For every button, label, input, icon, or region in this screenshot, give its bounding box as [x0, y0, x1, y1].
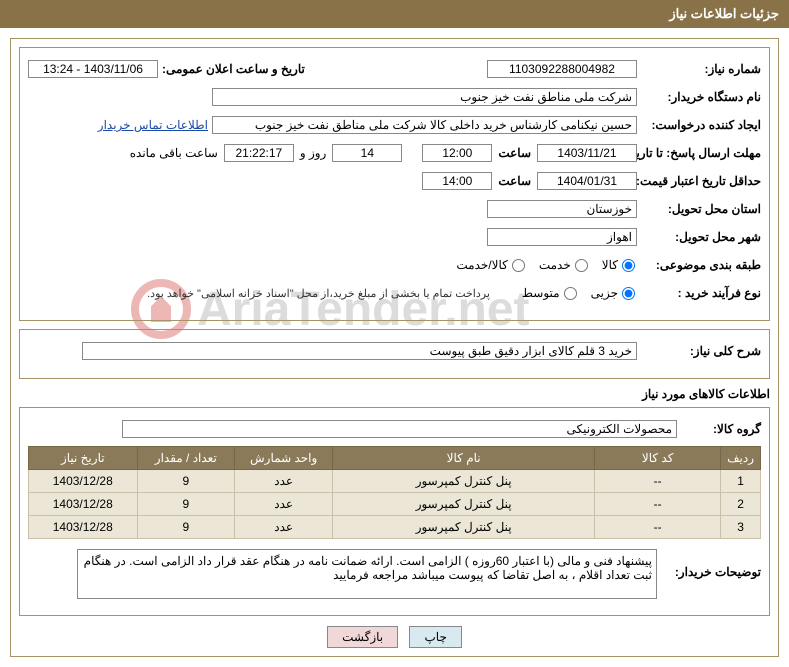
col-name: نام کالا: [333, 447, 595, 470]
table-row: 2--پنل کنترل کمپرسورعدد91403/12/28: [29, 493, 761, 516]
page-title-bar: جزئیات اطلاعات نیاز: [0, 0, 789, 28]
page-title: جزئیات اطلاعات نیاز: [669, 6, 779, 21]
goods-group-label: گروه کالا:: [681, 422, 761, 436]
table-cell: 3: [721, 516, 761, 539]
col-unit: واحد شمارش: [235, 447, 333, 470]
table-cell: 2: [721, 493, 761, 516]
delivery-city-label: شهر محل تحویل:: [641, 230, 761, 244]
days-suffix: روز و: [300, 146, 327, 160]
classification-good-radio[interactable]: [622, 259, 635, 272]
print-button[interactable]: چاپ: [409, 626, 461, 648]
table-cell: عدد: [235, 493, 333, 516]
buy-type-partial-label: جزیی: [591, 286, 618, 300]
col-date: تاریخ نیاز: [29, 447, 138, 470]
delivery-province-label: استان محل تحویل:: [641, 202, 761, 216]
col-code: کد کالا: [595, 447, 721, 470]
button-row: چاپ بازگشت: [19, 626, 770, 648]
announce-datetime-value: 1403/11/06 - 13:24: [28, 60, 158, 78]
table-cell: 1403/12/28: [29, 493, 138, 516]
response-time-label: ساعت: [498, 146, 531, 160]
classification-both-radio[interactable]: [512, 259, 525, 272]
goods-section-title: اطلاعات کالاهای مورد نیاز: [19, 387, 770, 401]
back-button[interactable]: بازگشت: [327, 626, 398, 648]
buy-type-medium-radio[interactable]: [564, 287, 577, 300]
buy-type-partial-radio[interactable]: [622, 287, 635, 300]
announce-datetime-label: تاریخ و ساعت اعلان عمومی:: [162, 62, 305, 76]
table-cell: 9: [137, 470, 235, 493]
response-deadline-label: مهلت ارسال پاسخ: تا تاریخ:: [641, 146, 761, 160]
requester-label: ایجاد کننده درخواست:: [641, 118, 761, 132]
col-row: ردیف: [721, 447, 761, 470]
description-value: خرید 3 قلم کالای ابزار دقیق طبق پیوست: [82, 342, 637, 360]
table-cell: 1403/12/28: [29, 516, 138, 539]
table-cell: 1403/12/28: [29, 470, 138, 493]
main-container: AriaTender.net شماره نیاز: 1103092288004…: [10, 38, 779, 657]
table-cell: --: [595, 493, 721, 516]
contact-buyer-link[interactable]: اطلاعات تماس خریدار: [98, 118, 208, 132]
countdown: 21:22:17: [224, 144, 294, 162]
table-cell: --: [595, 516, 721, 539]
delivery-city-value: اهواز: [487, 228, 637, 246]
classification-service-label: خدمت: [539, 258, 571, 272]
days-remaining: 14: [332, 144, 402, 162]
delivery-province-value: خوزستان: [487, 200, 637, 218]
goods-section: گروه کالا: محصولات الکترونیکی ردیف کد کا…: [19, 407, 770, 616]
table-cell: 9: [137, 493, 235, 516]
form-section: شماره نیاز: 1103092288004982 تاریخ و ساع…: [19, 47, 770, 321]
response-deadline-date: 1403/11/21: [537, 144, 637, 162]
goods-table: ردیف کد کالا نام کالا واحد شمارش تعداد /…: [28, 446, 761, 539]
price-validity-time-label: ساعت: [498, 174, 531, 188]
goods-group-value: محصولات الکترونیکی: [122, 420, 677, 438]
table-cell: پنل کنترل کمپرسور: [333, 470, 595, 493]
price-validity-date: 1404/01/31: [537, 172, 637, 190]
table-cell: --: [595, 470, 721, 493]
price-validity-label: حداقل تاریخ اعتبار قیمت: تا تاریخ:: [641, 174, 761, 188]
need-number-value: 1103092288004982: [487, 60, 637, 78]
buyer-org-label: نام دستگاه خریدار:: [641, 90, 761, 104]
buy-type-medium-label: متوسط: [522, 286, 560, 300]
table-row: 3--پنل کنترل کمپرسورعدد91403/12/28: [29, 516, 761, 539]
buy-type-note: پرداخت تمام یا بخشی از مبلغ خرید،از محل …: [147, 287, 490, 300]
classification-both-label: کالا/خدمت: [456, 258, 507, 272]
description-label: شرح کلی نیاز:: [641, 344, 761, 358]
table-cell: 1: [721, 470, 761, 493]
table-cell: عدد: [235, 470, 333, 493]
remaining-suffix: ساعت باقی مانده: [130, 146, 218, 160]
table-cell: پنل کنترل کمپرسور: [333, 493, 595, 516]
col-qty: تعداد / مقدار: [137, 447, 235, 470]
table-header-row: ردیف کد کالا نام کالا واحد شمارش تعداد /…: [29, 447, 761, 470]
classification-service-radio[interactable]: [575, 259, 588, 272]
buyer-org-value: شرکت ملی مناطق نفت خیز جنوب: [212, 88, 637, 106]
table-row: 1--پنل کنترل کمپرسورعدد91403/12/28: [29, 470, 761, 493]
table-cell: 9: [137, 516, 235, 539]
response-deadline-time: 12:00: [422, 144, 492, 162]
classification-label: طبقه بندی موضوعی:: [641, 258, 761, 272]
description-section: شرح کلی نیاز: خرید 3 قلم کالای ابزار دقی…: [19, 329, 770, 379]
requester-value: حسین نیکنامی کارشناس خرید داخلی کالا شرک…: [212, 116, 637, 134]
table-cell: پنل کنترل کمپرسور: [333, 516, 595, 539]
need-number-label: شماره نیاز:: [641, 62, 761, 76]
table-cell: عدد: [235, 516, 333, 539]
buyer-note-value: پیشنهاد فنی و مالی (با اعتبار 60روزه ) ا…: [77, 549, 657, 599]
classification-good-label: کالا: [602, 258, 618, 272]
buyer-note-label: توضیحات خریدار:: [661, 565, 761, 579]
price-validity-time: 14:00: [422, 172, 492, 190]
buy-type-label: نوع فرآیند خرید :: [641, 286, 761, 300]
